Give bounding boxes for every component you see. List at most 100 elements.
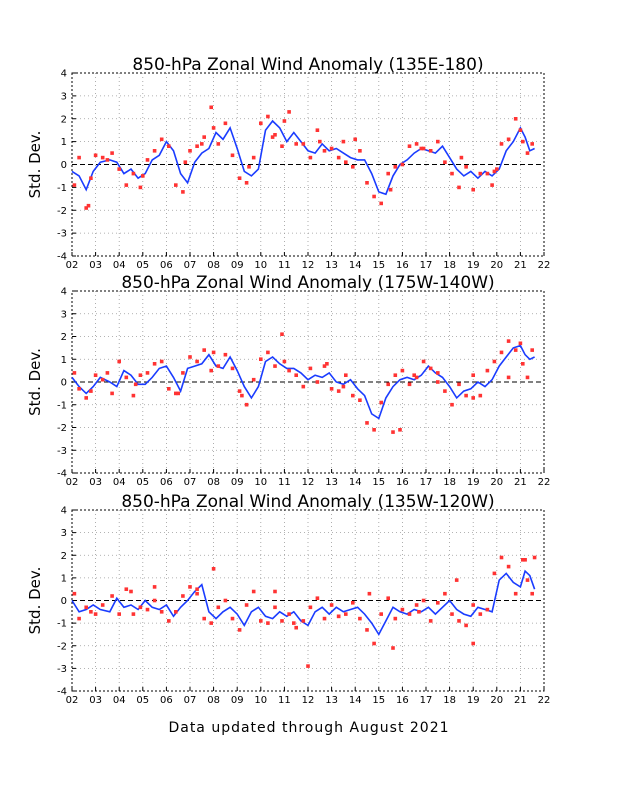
anomaly-data-point: [407, 144, 412, 148]
x-tick-label: 16: [396, 260, 409, 271]
anomaly-data-point: [414, 142, 419, 146]
anomaly-data-point: [530, 348, 534, 352]
anomaly-data-point: [117, 612, 121, 616]
anomaly-data-point: [336, 614, 341, 619]
anomaly-data-point: [117, 359, 121, 364]
anomaly-data-point: [372, 194, 376, 199]
anomaly-data-point: [138, 185, 143, 190]
x-tick-label: 20: [490, 260, 503, 271]
x-tick-label: 05: [136, 695, 149, 706]
anomaly-data-point: [301, 619, 306, 623]
anomaly-data-point: [525, 151, 530, 155]
anomaly-data-point: [393, 165, 398, 169]
anomaly-data-point: [93, 153, 98, 158]
anomaly-data-point: [251, 155, 256, 160]
anomaly-data-point: [230, 616, 235, 621]
anomaly-data-point: [209, 105, 213, 110]
anomaly-data-point: [211, 567, 216, 571]
anomaly-data-point: [344, 160, 348, 164]
x-tick-label: 17: [420, 477, 433, 488]
anomaly-data-point: [329, 146, 334, 151]
anomaly-data-point: [84, 605, 88, 610]
anomaly-data-point: [273, 133, 277, 137]
anomaly-data-point: [133, 382, 138, 387]
anomaly-data-point: [105, 371, 110, 375]
anomaly-data-point: [211, 350, 216, 355]
anomaly-data-point: [400, 368, 405, 373]
anomaly-data-point: [525, 578, 530, 582]
anomaly-data-point: [223, 121, 228, 126]
anomaly-data-point: [72, 183, 77, 187]
x-tick-label: 04: [113, 260, 126, 271]
x-tick-label: 06: [160, 260, 173, 271]
anomaly-data-point: [129, 589, 133, 594]
anomaly-data-point: [105, 158, 110, 162]
chart-panel-2: 850-hPa Zonal Wind Anomaly (175W-140W) St…: [26, 273, 550, 488]
anomaly-data-point: [159, 610, 164, 614]
anomaly-data-point: [386, 171, 390, 176]
anomaly-data-point: [273, 589, 277, 594]
anomaly-data-point: [270, 135, 275, 139]
anomaly-data-point: [530, 142, 534, 146]
anomaly-data-point: [351, 393, 355, 398]
anomaly-data-point: [471, 373, 475, 377]
anomaly-data-point: [518, 341, 523, 346]
anomaly-data-point: [287, 368, 291, 373]
anomaly-data-point: [287, 612, 291, 616]
y-tick-label: 3: [61, 528, 67, 539]
anomaly-data-point: [532, 555, 537, 560]
anomaly-data-point: [499, 350, 504, 355]
anomaly-data-point: [145, 607, 150, 612]
x-tick-label: 19: [467, 695, 480, 706]
x-tick-label: 12: [302, 695, 315, 706]
anomaly-data-point: [391, 430, 395, 434]
anomaly-data-point: [167, 387, 171, 391]
anomaly-data-point: [521, 362, 525, 366]
anomaly-data-point: [195, 591, 199, 596]
y-tick-label: -4: [57, 469, 67, 480]
anomaly-data-point: [308, 155, 313, 160]
anomaly-data-point: [138, 605, 143, 610]
x-tick-label: 09: [231, 477, 244, 488]
anomaly-data-point: [506, 375, 511, 380]
anomaly-data-point: [195, 359, 199, 364]
y-axis-label: Std. Dev.: [26, 567, 44, 635]
anomaly-data-point: [478, 612, 483, 616]
anomaly-data-point: [282, 119, 287, 123]
x-tick-label: 10: [254, 477, 267, 488]
x-tick-label: 08: [207, 260, 220, 271]
anomaly-data-point: [141, 174, 145, 178]
anomaly-data-point: [513, 117, 518, 121]
x-tick-label: 18: [443, 695, 456, 706]
smoothed-anomaly-line: [71, 569, 536, 637]
y-tick-label: 2: [61, 114, 67, 125]
anomaly-data-point: [471, 187, 475, 192]
anomaly-data-point: [287, 110, 291, 114]
chart-title: 850-hPa Zonal Wind Anomaly (135E-180): [132, 55, 483, 75]
anomaly-data-point: [421, 598, 426, 603]
anomaly-data-point: [485, 607, 490, 612]
anomaly-data-point: [464, 393, 468, 398]
x-tick-label: 13: [325, 695, 338, 706]
anomaly-data-point: [216, 605, 221, 610]
y-tick-label: 0: [61, 160, 67, 171]
x-tick-label: 08: [207, 477, 220, 488]
anomaly-data-point: [322, 364, 327, 368]
anomaly-data-point: [372, 641, 376, 646]
anomaly-data-point: [145, 158, 150, 162]
anomaly-data-point: [400, 607, 405, 612]
anomaly-data-point: [152, 585, 157, 589]
anomaly-data-point: [306, 664, 310, 668]
anomaly-data-point: [478, 171, 483, 176]
x-tick-label: 13: [325, 260, 338, 271]
x-tick-label: 07: [184, 695, 197, 706]
anomaly-data-point: [131, 393, 136, 398]
anomaly-data-point: [280, 332, 284, 336]
y-tick-label: -2: [57, 423, 67, 434]
y-tick-label: 2: [61, 551, 67, 562]
anomaly-data-point: [344, 373, 348, 377]
chart-panel-3: 850-hPa Zonal Wind Anomaly (135W-120W) St…: [26, 492, 550, 706]
chart-title: 850-hPa Zonal Wind Anomaly (175W-140W): [121, 273, 494, 293]
plot-frame: [71, 72, 545, 257]
